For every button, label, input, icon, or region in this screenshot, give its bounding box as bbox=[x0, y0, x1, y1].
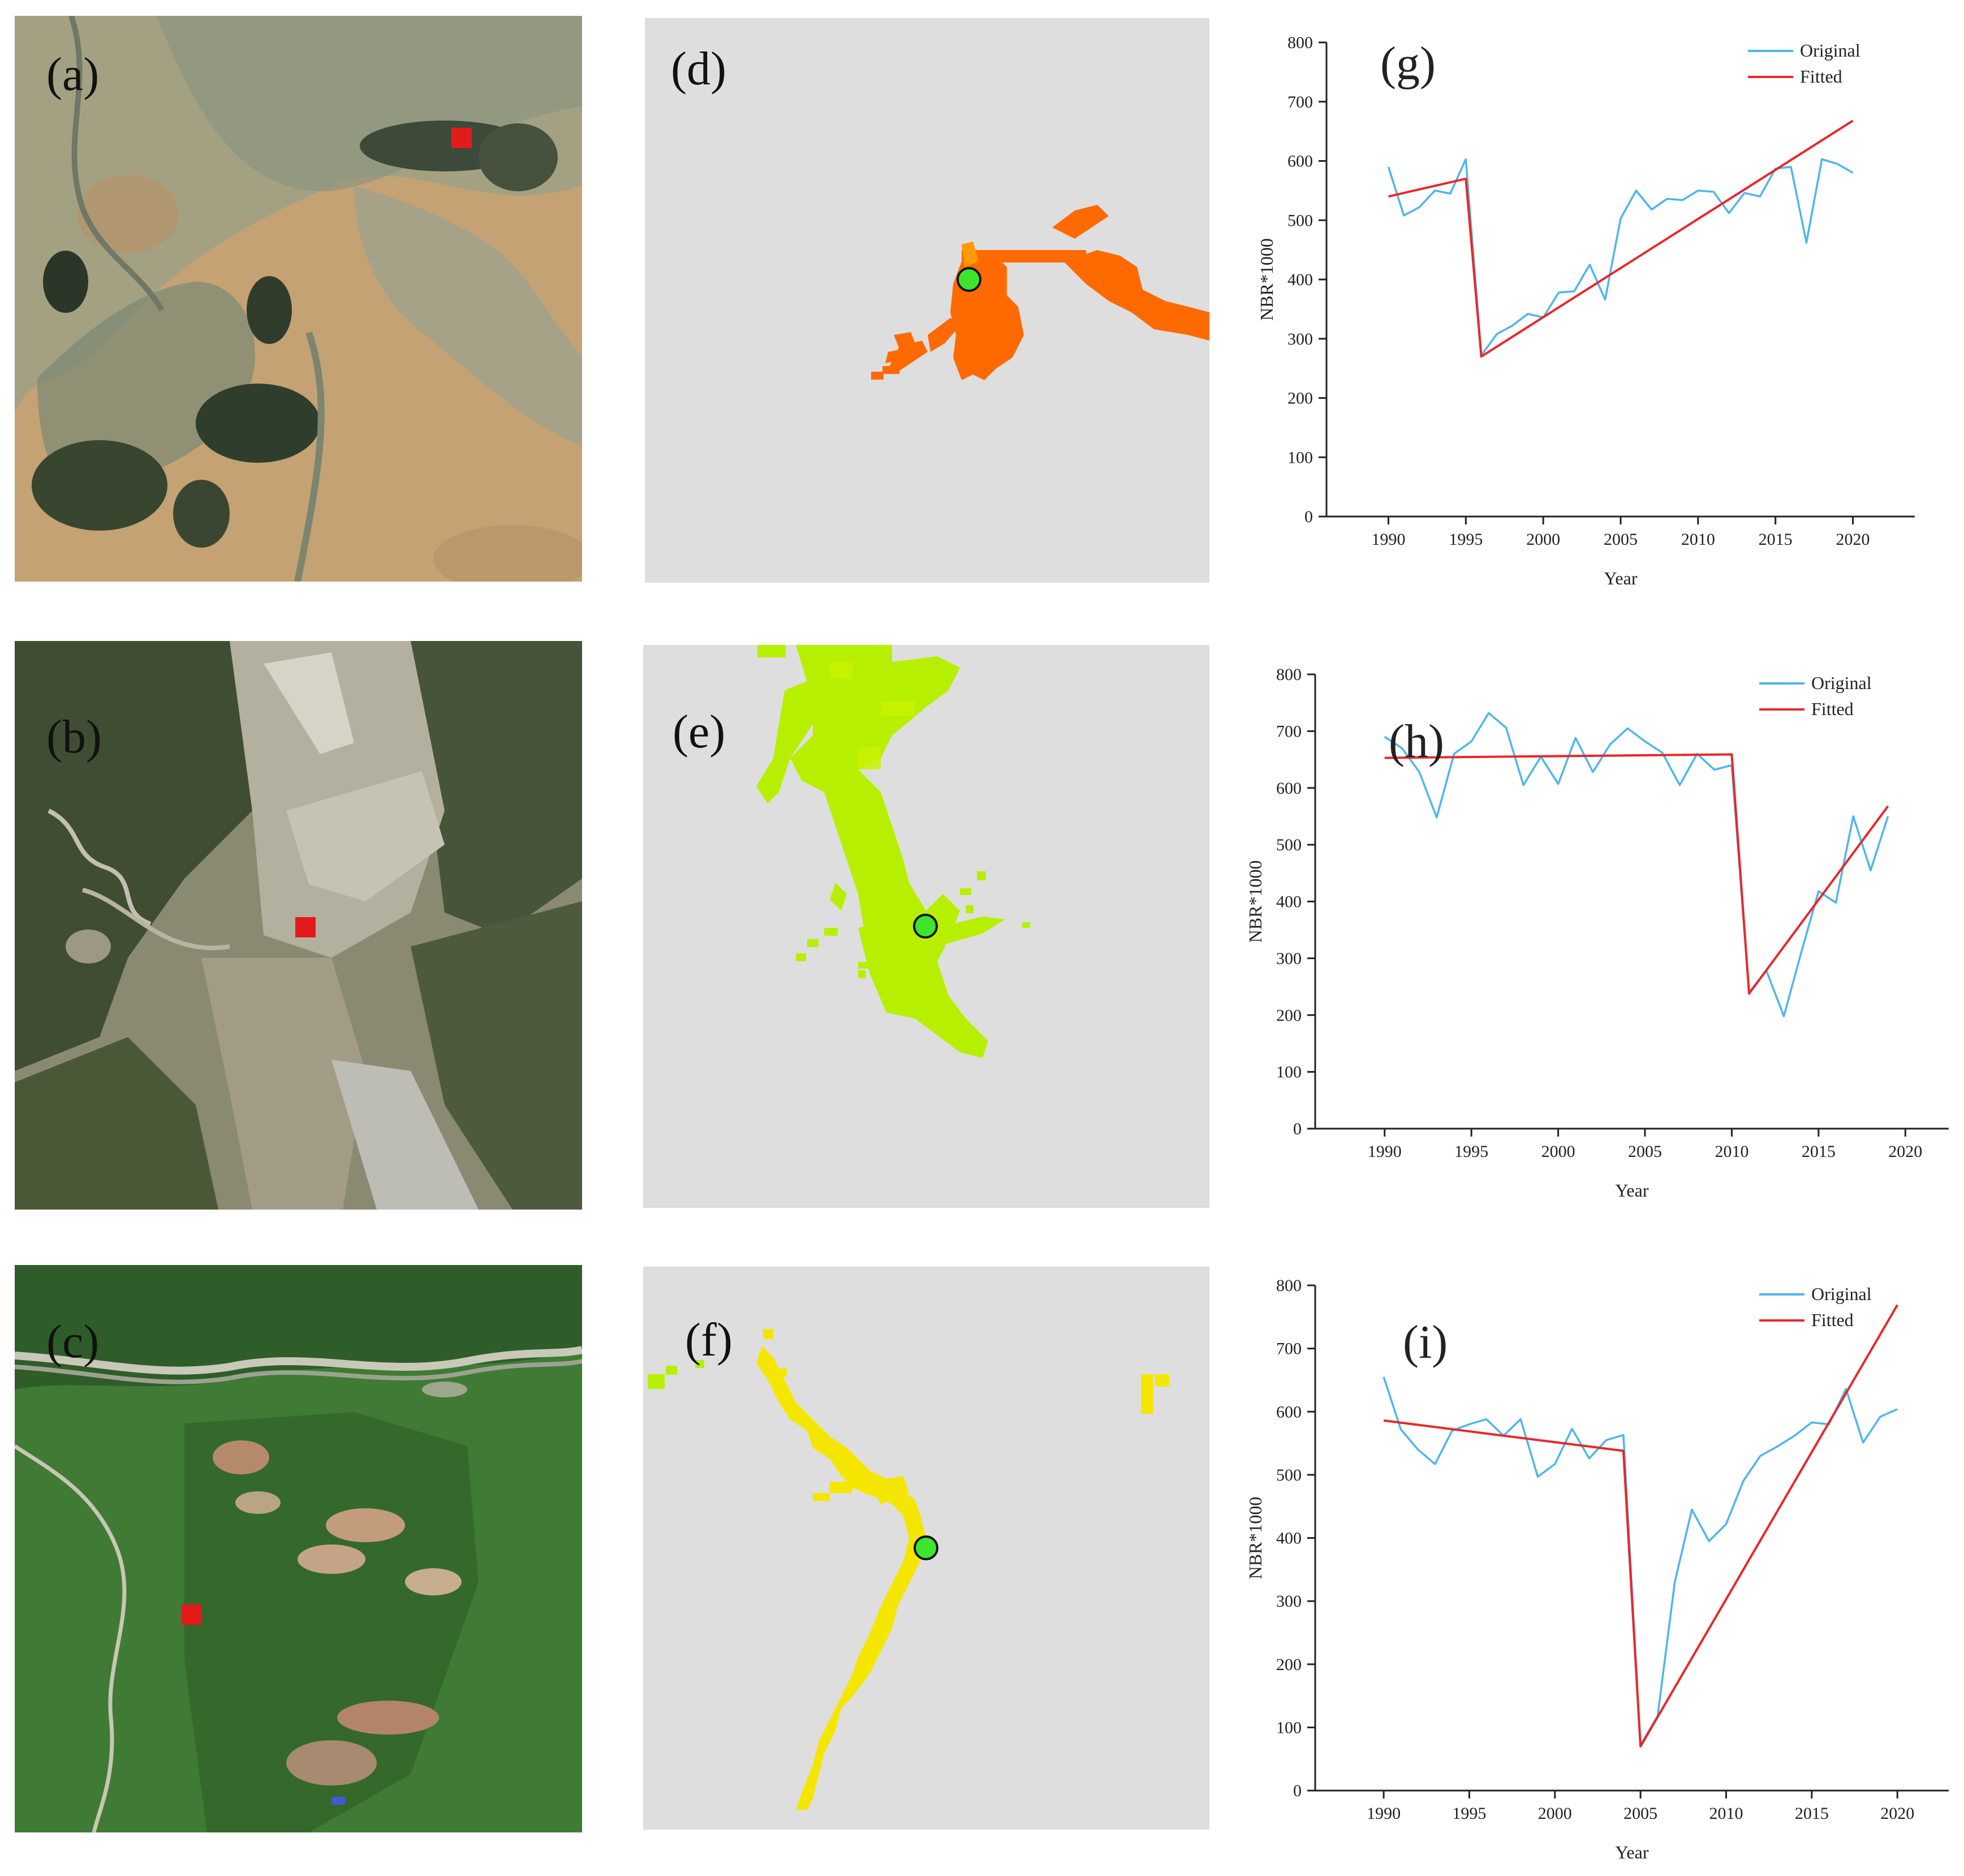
y-tick-label: 300 bbox=[1276, 1592, 1302, 1611]
x-tick-label: 2000 bbox=[1526, 530, 1560, 549]
x-axis-label: Year bbox=[1616, 1180, 1649, 1201]
x-tick-label: 2005 bbox=[1623, 1804, 1657, 1823]
panel-label-h: (h) bbox=[1389, 715, 1444, 768]
series-line-fitted bbox=[1384, 753, 1889, 995]
nbr-chart-g: 0 100 200 300 400 500 600 700 800 1990 1995 2000 200… bbox=[1239, 11, 1957, 600]
y-axis-label: NBR*1000 bbox=[1245, 1497, 1265, 1580]
x-tick-label: 2010 bbox=[1681, 530, 1715, 549]
panel-label-a: (a) bbox=[46, 48, 100, 101]
x-tick-label: 2010 bbox=[1709, 1804, 1743, 1823]
legend-label-fitted: Fitted bbox=[1800, 66, 1842, 87]
satellite-image-b: (b) bbox=[15, 641, 582, 1210]
disturbance-map-f: (f) bbox=[643, 1267, 1209, 1830]
y-axis-label: NBR*1000 bbox=[1245, 860, 1265, 943]
x-tick-label: 2020 bbox=[1836, 530, 1870, 549]
y-tick-label: 500 bbox=[1276, 836, 1302, 854]
y-tick-label: 700 bbox=[1276, 1340, 1302, 1358]
y-tick-label: 100 bbox=[1276, 1063, 1302, 1082]
panel-label-b: (b) bbox=[46, 711, 102, 763]
y-tick-label: 0 bbox=[1293, 1120, 1302, 1138]
x-axis-label: Year bbox=[1604, 568, 1638, 588]
y-tick-label: 600 bbox=[1287, 152, 1313, 171]
disturbance-map-e: (e) bbox=[643, 645, 1209, 1208]
y-tick-label: 200 bbox=[1276, 1006, 1302, 1025]
series-line-fitted bbox=[1383, 1304, 1898, 1748]
x-tick-label: 1995 bbox=[1454, 1142, 1488, 1161]
panel-label-d: (d) bbox=[671, 42, 726, 95]
y-axis-label: NBR*1000 bbox=[1256, 238, 1277, 321]
y-tick-label: 100 bbox=[1276, 1718, 1302, 1737]
sample-location-marker bbox=[181, 1604, 201, 1625]
y-tick-label: 400 bbox=[1287, 270, 1313, 289]
x-tick-label: 2015 bbox=[1795, 1804, 1829, 1823]
legend-label-original: Original bbox=[1811, 673, 1872, 693]
panel-label-i: (i) bbox=[1403, 1316, 1448, 1369]
y-tick-label: 300 bbox=[1287, 330, 1313, 348]
legend-label-fitted: Fitted bbox=[1811, 1310, 1854, 1330]
y-tick-label: 100 bbox=[1287, 448, 1313, 467]
series-line-original bbox=[1384, 712, 1889, 1018]
series-line-fitted bbox=[1388, 119, 1854, 358]
x-tick-label: 2000 bbox=[1538, 1804, 1572, 1823]
x-tick-label: 2000 bbox=[1541, 1142, 1575, 1161]
series-line-original bbox=[1387, 158, 1854, 356]
y-tick-label: 200 bbox=[1287, 389, 1313, 408]
y-tick-label: 400 bbox=[1276, 893, 1302, 911]
disturbance-map-d: (d) bbox=[645, 18, 1209, 583]
y-tick-label: 0 bbox=[1293, 1782, 1302, 1800]
panel-label-f: (f) bbox=[685, 1314, 733, 1366]
x-tick-label: 2015 bbox=[1802, 1142, 1836, 1161]
y-tick-label: 700 bbox=[1287, 93, 1313, 111]
y-tick-label: 600 bbox=[1276, 1402, 1302, 1421]
x-tick-label: 1990 bbox=[1368, 1142, 1402, 1161]
panel-label-g: (g) bbox=[1380, 37, 1436, 90]
nbr-chart-i: 0 100 200 300 400 500 600 700 800 1990 1995 2000 200… bbox=[1239, 1262, 1957, 1873]
nbr-chart-h: 0 100 200 300 400 500 600 700 800 1990 1995 2000 200… bbox=[1239, 645, 1957, 1222]
x-tick-label: 2015 bbox=[1759, 530, 1793, 549]
y-tick-label: 700 bbox=[1276, 722, 1302, 741]
x-tick-label: 2005 bbox=[1628, 1142, 1662, 1161]
legend-label-fitted: Fitted bbox=[1811, 699, 1854, 719]
y-tick-label: 200 bbox=[1276, 1655, 1302, 1674]
x-tick-label: 1990 bbox=[1367, 1804, 1401, 1823]
satellite-image-a: (a) bbox=[15, 16, 582, 582]
y-tick-label: 500 bbox=[1287, 211, 1313, 230]
x-tick-label: 1990 bbox=[1371, 530, 1405, 549]
y-tick-label: 300 bbox=[1276, 949, 1302, 968]
x-tick-label: 2020 bbox=[1880, 1804, 1914, 1823]
y-tick-label: 800 bbox=[1276, 665, 1302, 684]
x-tick-label: 2005 bbox=[1604, 530, 1638, 549]
panel-label-c: (c) bbox=[46, 1315, 100, 1368]
sample-location-marker bbox=[295, 917, 316, 937]
x-axis-label: Year bbox=[1616, 1842, 1649, 1862]
legend-label-original: Original bbox=[1800, 40, 1860, 61]
x-tick-label: 1995 bbox=[1452, 1804, 1486, 1823]
y-tick-label: 0 bbox=[1304, 507, 1313, 526]
x-tick-label: 2010 bbox=[1715, 1142, 1748, 1161]
series-line-original bbox=[1382, 1376, 1898, 1746]
panel-label-e: (e) bbox=[673, 705, 726, 758]
legend-label-original: Original bbox=[1811, 1284, 1872, 1304]
y-tick-label: 400 bbox=[1276, 1529, 1302, 1548]
y-tick-label: 800 bbox=[1287, 33, 1313, 52]
x-tick-label: 1995 bbox=[1449, 530, 1483, 549]
y-tick-label: 800 bbox=[1276, 1276, 1302, 1295]
y-tick-label: 600 bbox=[1276, 779, 1302, 798]
y-tick-label: 500 bbox=[1276, 1466, 1302, 1485]
satellite-image-c: (c) bbox=[15, 1265, 582, 1832]
sample-location-marker bbox=[451, 128, 472, 148]
x-tick-label: 2020 bbox=[1888, 1142, 1922, 1161]
